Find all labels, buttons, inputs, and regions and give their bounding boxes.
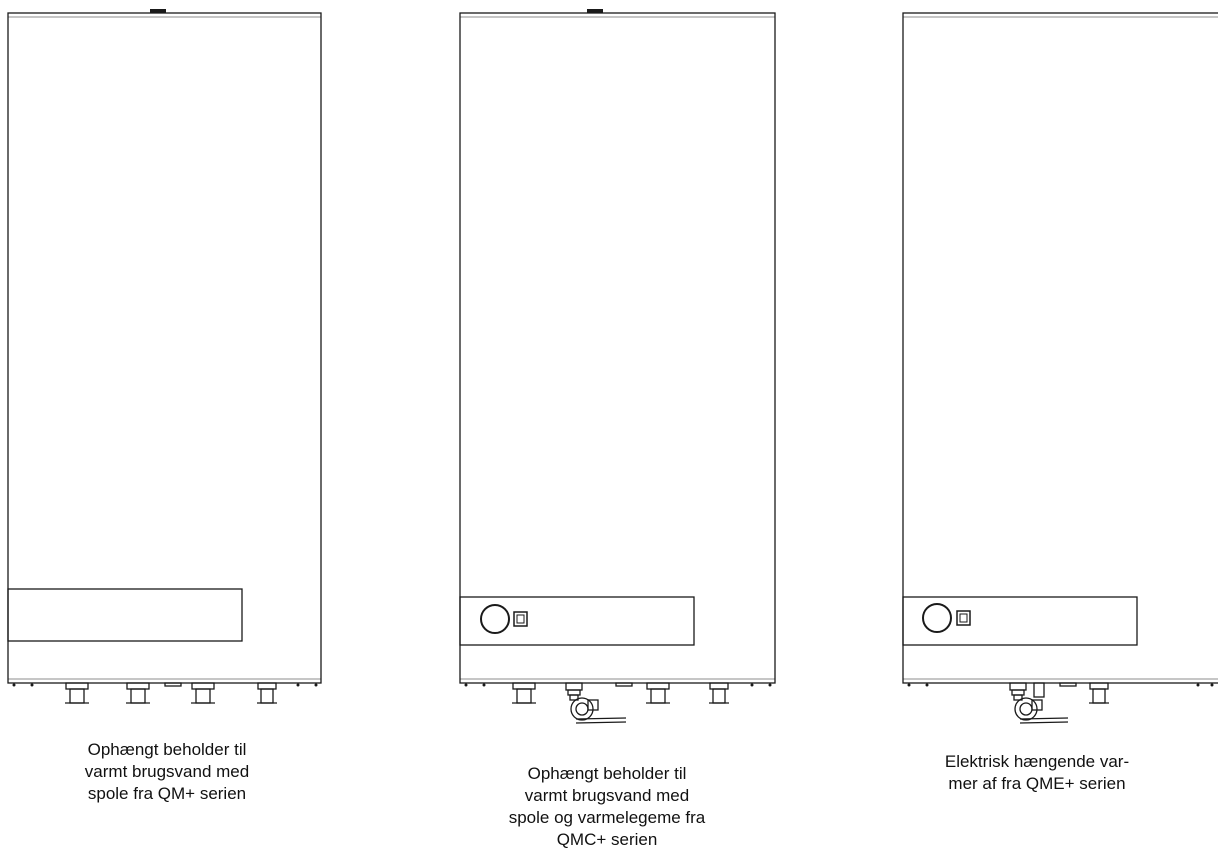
tank-qme xyxy=(902,12,1218,724)
caption-line: spole og varmelegeme fra xyxy=(508,808,706,827)
pipe-connections-qmc xyxy=(512,682,729,704)
tank-body-qmc xyxy=(459,12,776,684)
caption-line: mer af fra QME+ serien xyxy=(948,774,1126,793)
tank-body-qm xyxy=(7,12,322,684)
thermostat-knob-icon xyxy=(922,603,952,633)
heating-element-icon xyxy=(1009,682,1069,724)
caption-line: varmt brugsvand med xyxy=(524,786,690,805)
pipe-connections-qme xyxy=(1033,682,1109,704)
tank-qmc xyxy=(459,9,776,724)
caption-line: Elektrisk hængende var- xyxy=(944,752,1130,771)
pipe-connection xyxy=(1089,682,1109,704)
heating-element-icon xyxy=(565,682,627,724)
pipe-connection xyxy=(709,682,729,704)
tank-body-qme xyxy=(902,12,1218,684)
pipe-connection xyxy=(257,682,277,704)
caption-line: spole fra QM+ serien xyxy=(87,784,247,803)
caption-line: Ophængt beholder til xyxy=(87,740,247,759)
power-switch-icon xyxy=(956,610,971,626)
caption-line: QMC+ serien xyxy=(556,830,658,849)
thermostat-knob-icon xyxy=(480,604,510,634)
caption-qm: Ophængt beholder til varmt brugsvand med… xyxy=(57,739,277,805)
pipe-connection xyxy=(126,682,150,704)
control-panel-qmc xyxy=(459,596,695,646)
pipe-connections-qm xyxy=(65,682,277,704)
pipe-connection xyxy=(646,682,670,704)
pipe-connection xyxy=(191,682,215,704)
caption-qme: Elektrisk hængende var- mer af fra QME+ … xyxy=(932,751,1142,795)
power-switch-icon xyxy=(513,611,528,627)
control-panel-qm xyxy=(7,588,243,642)
control-panel-qme xyxy=(902,596,1138,646)
tank-qm xyxy=(7,9,322,704)
pipe-connection xyxy=(65,682,89,704)
caption-line: varmt brugsvand med xyxy=(84,762,250,781)
pipe-connection xyxy=(512,682,536,704)
caption-line: Ophængt beholder til xyxy=(527,764,687,783)
caption-qmc: Ophængt beholder til varmt brugsvand med… xyxy=(482,763,732,851)
